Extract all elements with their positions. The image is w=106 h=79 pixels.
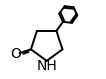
Text: O: O <box>10 47 21 61</box>
Text: NH: NH <box>36 59 57 73</box>
